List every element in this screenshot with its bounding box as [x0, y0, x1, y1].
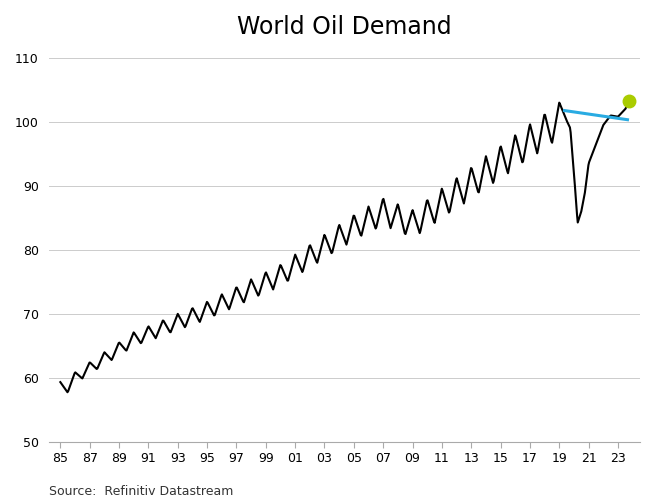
Text: Source:  Refinitiv Datastream: Source: Refinitiv Datastream	[49, 485, 233, 498]
Title: World Oil Demand: World Oil Demand	[237, 15, 451, 39]
